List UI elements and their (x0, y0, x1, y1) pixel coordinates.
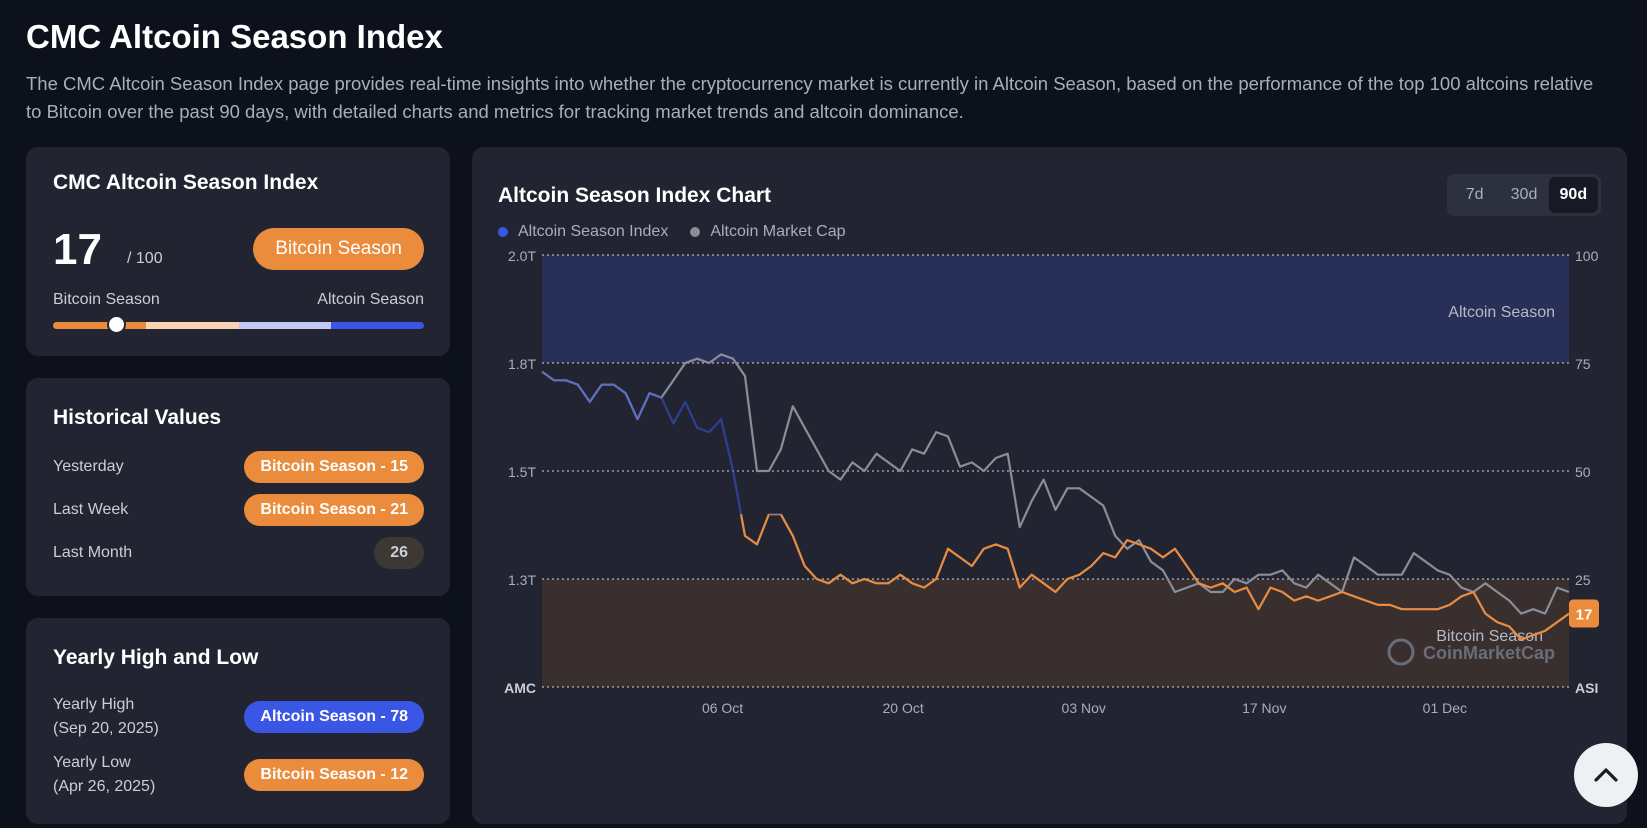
x-axis-tick: 20 Oct (883, 700, 924, 716)
season-bar (53, 322, 424, 329)
yearly-low-label: Yearly Low (Apr 26, 2025) (53, 751, 155, 799)
index-card-title: CMC Altcoin Season Index (53, 171, 319, 194)
right-axis-tick: 50 (1575, 464, 1591, 480)
bitcoin-season-label: Bitcoin Season (53, 291, 160, 308)
series-line-marketcap (541, 353, 1570, 615)
page-description: The CMC Altcoin Season Index page provid… (26, 73, 1594, 122)
season-bar-knob (106, 315, 126, 334)
left-axis-tick: 1.5T (508, 464, 536, 480)
right-axis-tick: 25 (1575, 572, 1591, 588)
historical-value-last-month: 26 (374, 537, 424, 569)
yearly-low-text: Yearly Low (53, 754, 131, 771)
altcoin-season-zone (542, 255, 1569, 363)
x-axis-tick: 03 Nov (1062, 700, 1106, 716)
bitcoin-season-zone (542, 579, 1569, 687)
historical-label-last-week: Last Week (53, 501, 129, 518)
range-7d-button[interactable]: 7d (1465, 186, 1484, 203)
index-status-badge: Bitcoin Season (253, 228, 424, 270)
series-line-index (739, 514, 1569, 641)
bitcoin-season-zone-label: Bitcoin Season (1436, 628, 1543, 645)
historical-values-card: Historical Values Yesterday Bitcoin Seas… (26, 378, 450, 596)
yearly-high-value: Altcoin Season - 78 (244, 701, 424, 733)
scroll-to-top-button[interactable] (1574, 743, 1638, 807)
right-axis-tick: 100 (1575, 248, 1599, 264)
historical-value-last-week: Bitcoin Season - 21 (244, 494, 424, 526)
yearly-high-date: (Sep 20, 2025) (53, 720, 159, 737)
yearly-high-text: Yearly High (53, 696, 135, 713)
index-card: CMC Altcoin Season Index 17 / 100 Bitcoi… (26, 147, 450, 356)
legend-dot-marketcap (690, 227, 701, 237)
yearly-title: Yearly High and Low (53, 646, 259, 669)
chart-card: 2.0T 1.8T 1.5T 1.3T AMC 100 75 50 25 ASI 06 Oct 20 … (472, 147, 1627, 824)
historical-value-yesterday: Bitcoin Season - 15 (244, 451, 424, 483)
altcoin-season-zone-label: Altcoin Season (1448, 304, 1555, 321)
yearly-high-label: Yearly High (Sep 20, 2025) (53, 693, 159, 741)
legend-label-index: Altcoin Season Index (518, 223, 669, 240)
page-title: CMC Altcoin Season Index (26, 18, 443, 55)
watermark: CoinMarketCap (1423, 643, 1555, 663)
yearly-high-low-card: Yearly High and Low Yearly High (Sep 20,… (26, 618, 450, 824)
range-30d-button[interactable]: 30d (1510, 186, 1538, 203)
right-axis-tick: 75 (1575, 356, 1591, 372)
coinmarketcap-logo-icon (1387, 638, 1415, 666)
altcoin-season-label: Altcoin Season (317, 291, 424, 308)
x-axis-tick: 17 Nov (1242, 700, 1286, 716)
x-axis-tick: 06 Oct (702, 700, 743, 716)
legend-item-index[interactable]: Altcoin Season Index (498, 223, 668, 241)
legend-label-marketcap: Altcoin Market Cap (710, 223, 846, 240)
range-selector: 7d 30d 90d (1447, 174, 1601, 216)
index-max: / 100 (127, 250, 163, 267)
historical-title: Historical Values (53, 406, 222, 429)
historical-label-last-month: Last Month (53, 544, 133, 561)
historical-label-yesterday: Yesterday (53, 458, 124, 475)
range-90d-button[interactable]: 90d (1548, 177, 1598, 213)
chart-legend: Altcoin Season Index Altcoin Market Cap (498, 223, 846, 241)
left-axis-label: AMC (504, 680, 536, 696)
current-value-label: 17 (1576, 607, 1593, 624)
yearly-low-date: (Apr 26, 2025) (53, 778, 156, 795)
altcoin-season-chart: 2.0T 1.8T 1.5T 1.3T AMC 100 75 50 25 ASI 06 Oct 20 … (504, 248, 1599, 716)
right-axis-label: ASI (1575, 680, 1598, 696)
legend-item-marketcap[interactable]: Altcoin Market Cap (690, 223, 846, 241)
current-value-badge (1569, 599, 1599, 628)
chevron-up-icon (1594, 768, 1618, 782)
index-value: 17 (53, 225, 102, 274)
left-axis-tick: 1.3T (508, 572, 536, 588)
yearly-low-value: Bitcoin Season - 12 (244, 759, 424, 791)
legend-dot-index (498, 227, 508, 237)
left-axis-tick: 1.8T (508, 356, 536, 372)
left-axis-tick: 2.0T (508, 248, 536, 264)
chart-title: Altcoin Season Index Chart (498, 184, 772, 207)
x-axis-tick: 01 Dec (1423, 700, 1467, 716)
